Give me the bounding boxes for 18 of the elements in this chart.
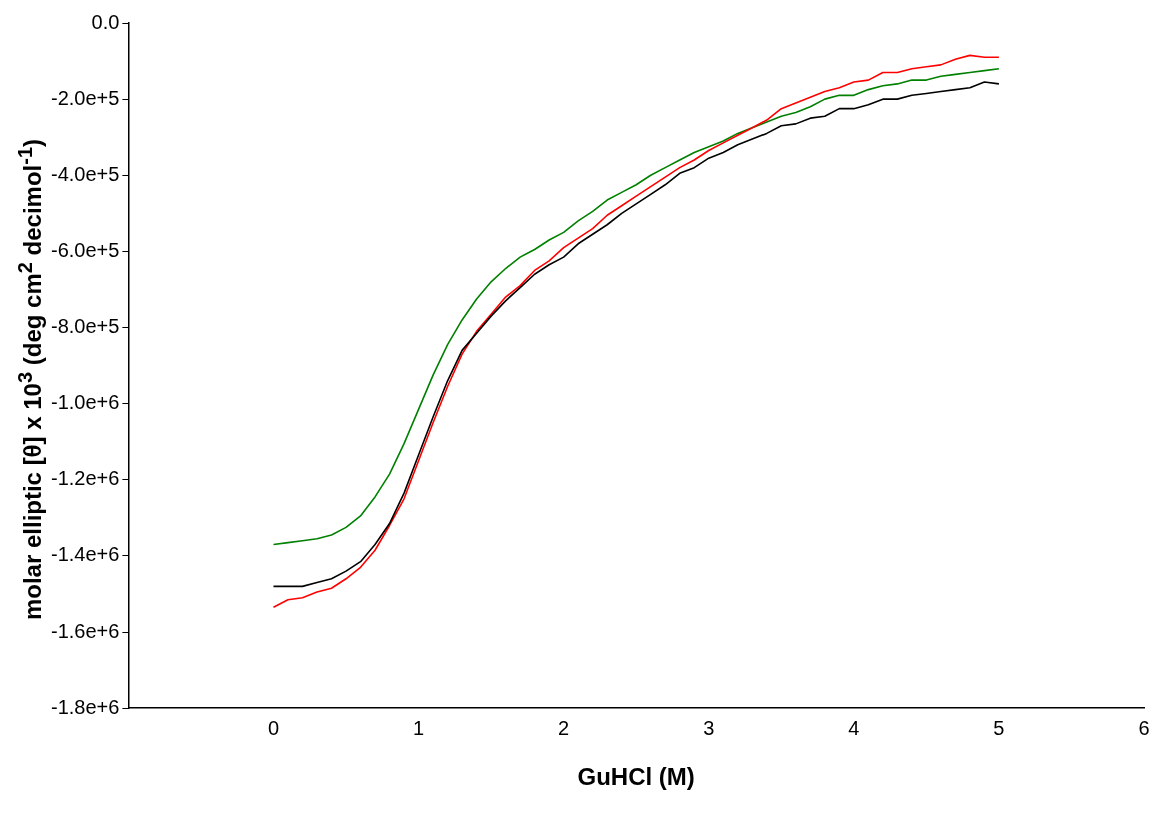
y-tick-label: -6.0e+5 (51, 238, 120, 261)
y-tick-label: -1.0e+6 (51, 391, 120, 414)
y-tick-label: -8.0e+5 (51, 315, 120, 338)
y-tick-label: -1.4e+6 (51, 543, 120, 566)
x-tick-label: 1 (413, 716, 425, 739)
y-tick-label: -1.6e+6 (51, 619, 120, 642)
y-tick-label: -1.8e+6 (51, 695, 120, 718)
y-tick-label: 0.0 (91, 10, 120, 33)
x-tick-label: 4 (848, 716, 860, 739)
y-tick-label: -1.2e+6 (51, 467, 120, 490)
x-tick-label: 6 (1138, 716, 1150, 739)
x-tick-label: 2 (558, 716, 570, 739)
x-tick-label: 0 (267, 716, 280, 739)
y-tick-label: -2.0e+5 (51, 86, 120, 109)
y-tick-label: -4.0e+5 (51, 162, 120, 185)
x-tick-label: 5 (993, 716, 1005, 739)
x-tick-label: 3 (703, 716, 715, 739)
x-axis-title: GuHCl (M) (577, 763, 695, 791)
